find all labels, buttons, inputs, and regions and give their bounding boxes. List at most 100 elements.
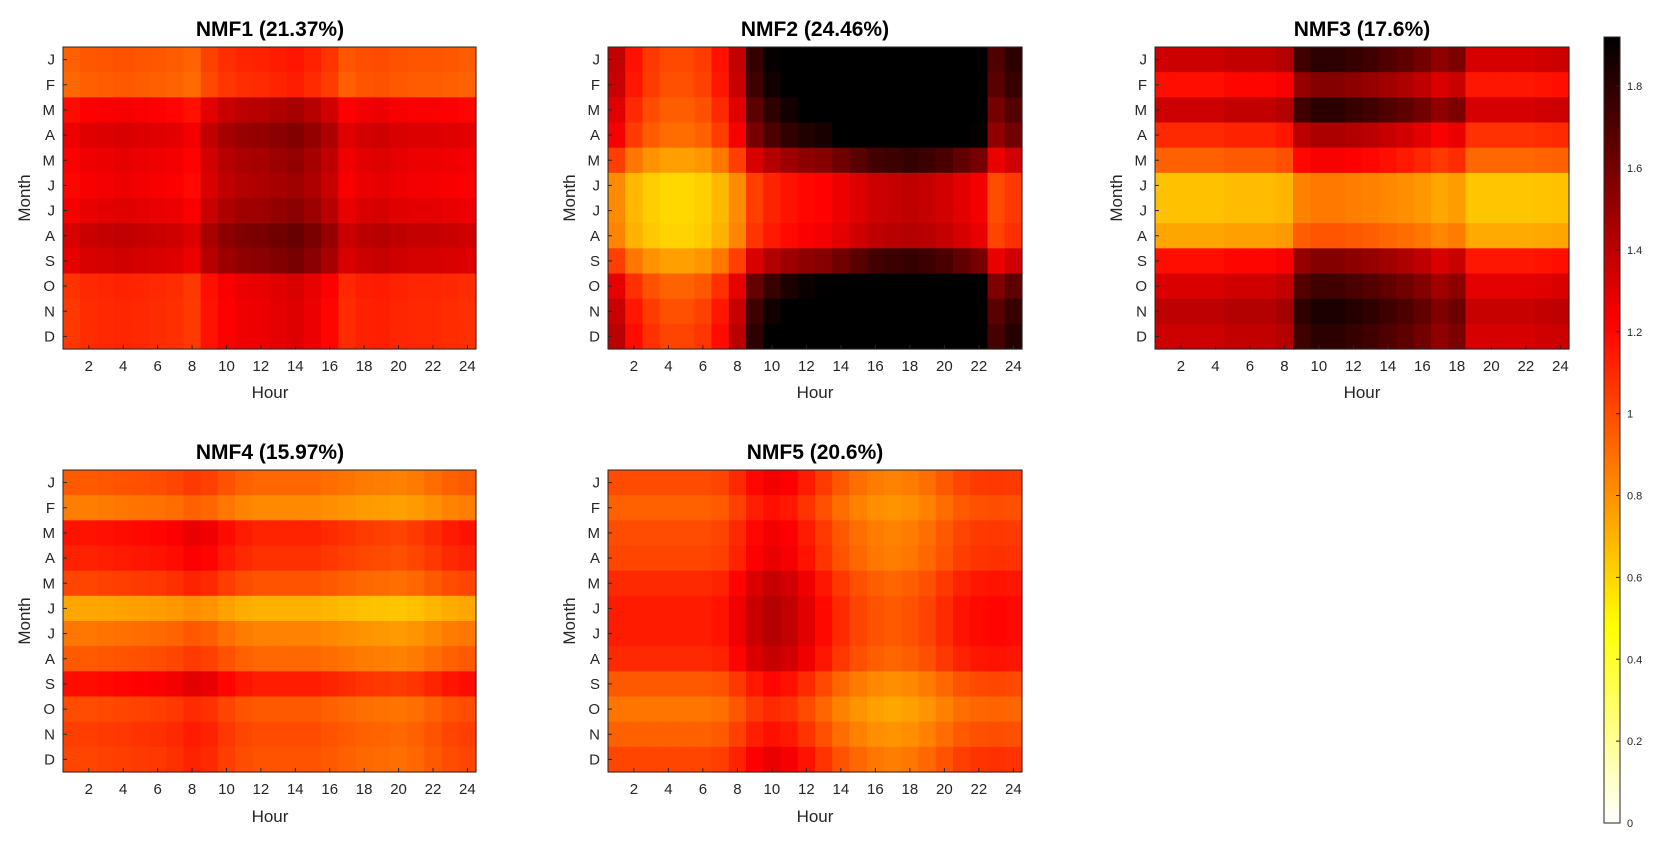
heatmap-cell: [1293, 323, 1311, 350]
heatmap-cell: [63, 495, 81, 521]
heatmap-cell: [953, 495, 971, 521]
heatmap-cell: [935, 746, 954, 773]
heatmap-cell: [389, 198, 408, 224]
heatmap-cell: [1275, 223, 1294, 249]
colorbar-tick-label: 1: [1627, 409, 1633, 421]
heatmap-cell: [1327, 72, 1346, 98]
heatmap-cell: [1258, 122, 1277, 149]
heatmap-cell: [849, 746, 868, 773]
heatmap-cell: [217, 470, 236, 496]
heatmap-cell: [355, 595, 374, 622]
heatmap-cell: [832, 72, 851, 98]
heatmap-cell: [63, 470, 81, 496]
heatmap-cell: [608, 172, 626, 199]
heatmap-cell: [338, 545, 357, 572]
heatmap-cell: [642, 495, 661, 521]
heatmap-cell: [1172, 223, 1191, 249]
heatmap-cell: [1551, 72, 1570, 98]
x-tick-label: 18: [1449, 358, 1466, 375]
heatmap-cell: [200, 746, 219, 773]
heatmap-cell: [252, 248, 271, 275]
heatmap-cell: [269, 172, 288, 199]
heatmap-cell: [372, 223, 391, 249]
heatmap-cell: [625, 223, 644, 249]
heatmap-cell: [884, 696, 902, 723]
heatmap-cell: [372, 545, 391, 572]
heatmap-cell: [642, 72, 661, 98]
heatmap-cell: [355, 298, 374, 325]
heatmap-cell: [987, 298, 1006, 325]
heatmap-cell: [424, 470, 443, 496]
heatmap-cell: [953, 198, 971, 224]
heatmap-cell: [1293, 172, 1311, 199]
heatmap-cell: [780, 223, 799, 249]
heatmap-cell: [849, 646, 868, 672]
heatmap-cell: [355, 570, 374, 597]
heatmap-cell: [849, 696, 868, 723]
heatmap-cell: [987, 172, 1006, 199]
heatmap-cell: [1534, 147, 1553, 174]
heatmap-cell: [372, 273, 391, 300]
heatmap-cell: [252, 323, 271, 350]
heatmap-cell: [1155, 72, 1173, 98]
heatmap-cell: [608, 198, 626, 224]
heatmap-cell: [338, 273, 357, 300]
heatmap-cells: [63, 47, 477, 350]
heatmap-cell: [97, 545, 116, 572]
heatmap-cell: [1241, 72, 1260, 98]
heatmap-cell: [372, 172, 391, 199]
heatmap-cell: [1206, 172, 1225, 199]
heatmap-cell: [424, 47, 443, 73]
x-tick-label: 12: [253, 781, 270, 798]
heatmap-cell: [1413, 72, 1432, 98]
heatmap-cell: [780, 273, 799, 300]
heatmap-cell: [1155, 248, 1173, 275]
heatmap-cell: [728, 147, 747, 174]
heatmap-cell: [918, 198, 937, 224]
y-axis-label: Month: [1107, 174, 1126, 221]
heatmap-cell: [217, 97, 236, 124]
heatmap-cell: [303, 721, 322, 748]
heatmap-cell: [625, 696, 644, 723]
heatmap-cell: [1482, 172, 1501, 199]
heatmap-cell: [1155, 147, 1173, 174]
y-tick-label: F: [46, 77, 55, 94]
heatmap-cell: [625, 595, 644, 622]
heatmap-cell: [1413, 248, 1432, 275]
heatmap-cell: [338, 721, 357, 748]
heatmap-cell: [1241, 223, 1260, 249]
heatmap-cell: [424, 72, 443, 98]
heatmap-cell: [1004, 47, 1023, 73]
heatmap-cell: [728, 223, 747, 249]
heatmap-cell: [728, 97, 747, 124]
heatmap-cell: [389, 646, 408, 672]
heatmap-cell: [407, 520, 425, 547]
heatmap-cell: [987, 595, 1006, 622]
heatmap-cell: [797, 323, 816, 350]
heatmap-cell: [1482, 147, 1501, 174]
heatmap-cell: [1517, 323, 1536, 350]
heatmap-cell: [372, 470, 391, 496]
heatmap-cell: [970, 746, 989, 773]
heatmap-cell: [728, 746, 747, 773]
heatmap-cell: [1396, 223, 1415, 249]
heatmap-cell: [884, 545, 902, 572]
heatmap-cell: [80, 595, 99, 622]
heatmap-cell: [235, 646, 253, 672]
x-tick-label: 6: [153, 358, 161, 375]
heatmap-cell: [303, 172, 322, 199]
heatmap-cell: [608, 273, 626, 300]
heatmap-cell: [183, 646, 202, 672]
heatmap-cell: [321, 223, 339, 249]
plot-frame: [1154, 46, 1570, 350]
heatmap-cell: [849, 520, 868, 547]
y-tick-label: M: [43, 152, 56, 169]
heatmap-cell: [711, 721, 730, 748]
y-tick-label: M: [588, 152, 601, 169]
heatmap-cell: [884, 470, 902, 496]
heatmap-cell: [1344, 323, 1363, 350]
colorbar-tick-label: 0.2: [1627, 736, 1642, 748]
heatmap-cell: [953, 147, 971, 174]
heatmap-cell: [80, 570, 99, 597]
heatmap-cell: [1224, 248, 1242, 275]
